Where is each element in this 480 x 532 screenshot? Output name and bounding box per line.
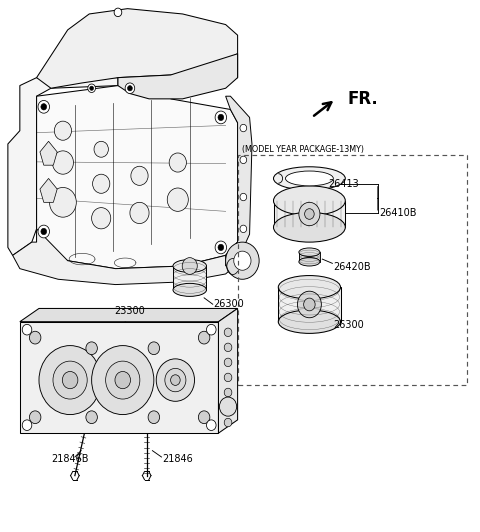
Circle shape	[86, 342, 97, 355]
Ellipse shape	[278, 310, 340, 334]
Circle shape	[94, 142, 108, 157]
Circle shape	[128, 86, 132, 91]
Polygon shape	[8, 78, 118, 255]
Circle shape	[130, 202, 149, 223]
Ellipse shape	[299, 248, 320, 256]
Circle shape	[22, 420, 32, 430]
Circle shape	[49, 187, 76, 217]
Text: 21846B: 21846B	[51, 454, 88, 463]
Polygon shape	[20, 322, 218, 433]
Circle shape	[206, 420, 216, 430]
Circle shape	[198, 331, 210, 344]
Circle shape	[240, 124, 247, 132]
Circle shape	[38, 225, 49, 238]
Bar	[278, 287, 340, 322]
Circle shape	[215, 111, 227, 124]
Circle shape	[54, 121, 72, 140]
Circle shape	[240, 225, 247, 232]
Circle shape	[92, 346, 154, 414]
Circle shape	[224, 343, 232, 352]
Bar	[238, 155, 468, 385]
Circle shape	[218, 244, 224, 251]
Polygon shape	[12, 229, 238, 285]
Circle shape	[90, 86, 94, 90]
Circle shape	[41, 228, 47, 235]
Circle shape	[53, 361, 87, 399]
Polygon shape	[218, 309, 238, 433]
Circle shape	[38, 101, 49, 113]
Ellipse shape	[274, 212, 345, 242]
Circle shape	[148, 411, 159, 423]
Circle shape	[92, 207, 111, 229]
Circle shape	[182, 257, 197, 275]
Circle shape	[218, 114, 224, 121]
Circle shape	[304, 298, 315, 311]
Circle shape	[224, 328, 232, 337]
Text: 23300: 23300	[115, 306, 145, 316]
Circle shape	[29, 331, 41, 344]
Circle shape	[62, 371, 78, 389]
Circle shape	[165, 368, 186, 392]
Ellipse shape	[274, 167, 345, 190]
Circle shape	[170, 375, 180, 385]
Text: 26420B: 26420B	[333, 262, 371, 272]
Circle shape	[41, 104, 47, 110]
Circle shape	[224, 373, 232, 381]
Circle shape	[226, 242, 259, 279]
Circle shape	[167, 188, 188, 211]
Text: 26410B: 26410B	[379, 208, 416, 218]
Circle shape	[148, 342, 159, 355]
Circle shape	[234, 251, 251, 270]
Circle shape	[86, 411, 97, 423]
Circle shape	[93, 174, 110, 193]
Circle shape	[224, 418, 232, 427]
Circle shape	[131, 166, 148, 185]
Circle shape	[224, 403, 232, 412]
Polygon shape	[36, 54, 238, 269]
Circle shape	[215, 241, 227, 254]
Circle shape	[29, 411, 41, 423]
Bar	[299, 252, 320, 262]
Circle shape	[219, 397, 237, 416]
Circle shape	[114, 8, 122, 16]
Circle shape	[240, 156, 247, 164]
Polygon shape	[40, 142, 57, 165]
Polygon shape	[36, 9, 238, 88]
Text: 26413: 26413	[328, 179, 360, 189]
Circle shape	[22, 325, 32, 335]
Ellipse shape	[173, 260, 206, 272]
Circle shape	[198, 411, 210, 423]
Circle shape	[299, 202, 320, 226]
Text: 26300: 26300	[333, 320, 364, 330]
Circle shape	[52, 151, 73, 174]
Polygon shape	[226, 96, 252, 266]
Circle shape	[39, 346, 101, 414]
Ellipse shape	[278, 276, 340, 299]
Text: 21846: 21846	[162, 454, 193, 463]
Ellipse shape	[173, 284, 206, 296]
Ellipse shape	[299, 257, 320, 266]
Bar	[274, 201, 345, 227]
Circle shape	[298, 291, 322, 318]
Circle shape	[224, 358, 232, 367]
Circle shape	[224, 388, 232, 397]
Circle shape	[156, 359, 194, 401]
Ellipse shape	[274, 186, 345, 215]
Bar	[173, 266, 206, 290]
Circle shape	[88, 84, 96, 93]
Ellipse shape	[286, 171, 333, 186]
Circle shape	[240, 193, 247, 201]
Circle shape	[125, 83, 135, 94]
Circle shape	[305, 209, 314, 219]
Polygon shape	[20, 309, 238, 322]
Polygon shape	[40, 178, 57, 202]
Circle shape	[206, 325, 216, 335]
Circle shape	[115, 371, 131, 389]
Text: 26300: 26300	[214, 299, 244, 309]
Text: (MODEL YEAR PACKAGE-13MY): (MODEL YEAR PACKAGE-13MY)	[242, 145, 364, 154]
Text: FR.: FR.	[348, 90, 378, 108]
Circle shape	[169, 153, 186, 172]
Polygon shape	[118, 54, 238, 99]
Circle shape	[106, 361, 140, 399]
